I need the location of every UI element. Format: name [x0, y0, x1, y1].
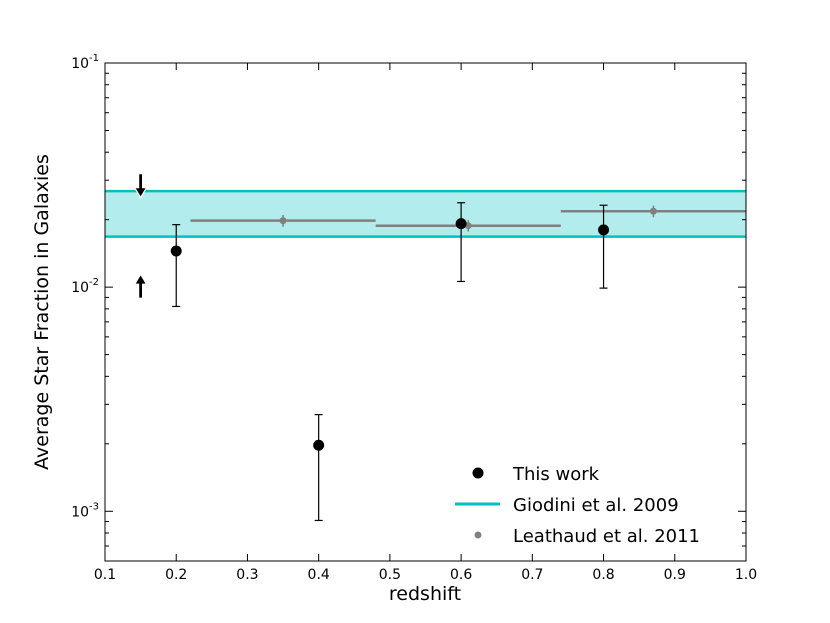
x-tick-label: 0.3 — [236, 567, 258, 583]
x-tick-label: 1.0 — [735, 567, 757, 583]
y-tick-label: 10-2 — [71, 277, 99, 296]
giodini-band — [105, 191, 746, 237]
legend-marker-this-work — [472, 467, 484, 479]
legend-marker-leathaud — [474, 531, 482, 539]
plot-frame — [104, 62, 747, 562]
x-tick-label: 0.5 — [379, 567, 401, 583]
x-axis-title: redshift — [389, 583, 461, 605]
x-tick-label: 0.7 — [521, 567, 543, 583]
this-work-point-2 — [455, 218, 467, 230]
x-tick-label: 0.1 — [94, 567, 116, 583]
x-tick-label: 0.6 — [450, 567, 472, 583]
x-tick-label: 0.9 — [664, 567, 686, 583]
this-work-point-1 — [313, 439, 325, 451]
x-tick-label: 0.4 — [308, 567, 330, 583]
legend-label-giodini: Giodini et al. 2009 — [513, 495, 679, 516]
leathaud-point-2 — [649, 207, 657, 215]
legend-label-this-work: This work — [512, 464, 600, 485]
y-axis-title: Average Star Fraction in Galaxies — [31, 154, 53, 470]
leathaud-point-0 — [279, 217, 287, 225]
limit-arrow-down-0 — [133, 173, 148, 199]
y-tick-label: 10-3 — [71, 501, 99, 520]
limit-arrow-up-1 — [133, 273, 148, 299]
legend: This work Giodini et al. 2009 Leathaud e… — [455, 464, 700, 547]
y-tick-label: 10-1 — [71, 53, 99, 72]
x-tick-label: 0.2 — [165, 567, 187, 583]
x-tick-label: 0.8 — [592, 567, 614, 583]
legend-label-leathaud: Leathaud et al. 2011 — [513, 526, 700, 547]
this-work-point-3 — [598, 224, 610, 236]
this-work-point-0 — [170, 245, 182, 257]
